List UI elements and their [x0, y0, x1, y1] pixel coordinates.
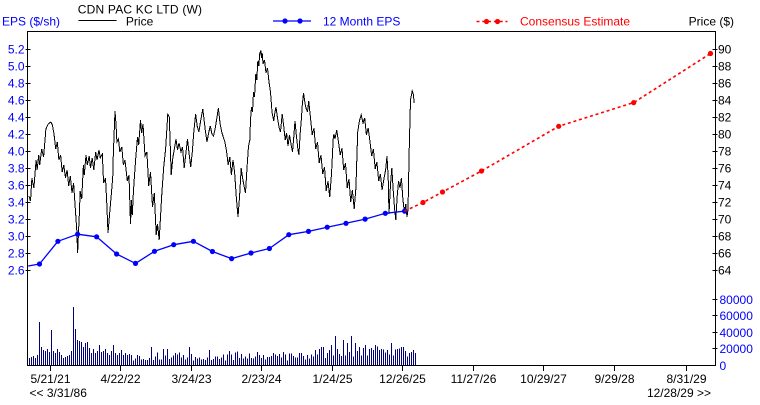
svg-text:12/26/25: 12/26/25: [379, 372, 426, 386]
svg-text:Price: Price: [126, 14, 154, 28]
svg-text:4.0: 4.0: [8, 144, 25, 158]
svg-text:72: 72: [718, 195, 732, 209]
svg-text:76: 76: [718, 161, 732, 175]
svg-text:11/27/26: 11/27/26: [451, 372, 497, 386]
svg-text:2/23/24: 2/23/24: [241, 372, 281, 386]
svg-text:60000: 60000: [720, 309, 754, 323]
svg-text:3.0: 3.0: [8, 229, 25, 243]
svg-text:5.2: 5.2: [8, 42, 25, 56]
svg-text:EPS ($/sh): EPS ($/sh): [2, 14, 60, 28]
svg-text:8/31/29: 8/31/29: [666, 372, 706, 386]
svg-text:2.8: 2.8: [8, 246, 25, 260]
svg-text:4/22/22: 4/22/22: [100, 372, 140, 386]
svg-text:40000: 40000: [720, 326, 754, 340]
svg-text:3.4: 3.4: [8, 195, 25, 209]
svg-text:<< 3/31/86: << 3/31/86: [30, 386, 88, 400]
svg-text:3.8: 3.8: [8, 161, 25, 175]
svg-text:3.2: 3.2: [8, 212, 25, 226]
svg-text:5/21/21: 5/21/21: [30, 372, 70, 386]
svg-text:86: 86: [718, 76, 732, 90]
svg-text:80000: 80000: [720, 293, 754, 307]
svg-text:1/24/25: 1/24/25: [312, 372, 352, 386]
svg-text:12/28/29 >>: 12/28/29 >>: [647, 386, 711, 400]
svg-text:4.8: 4.8: [8, 76, 25, 90]
svg-text:82: 82: [718, 110, 732, 124]
svg-text:4.4: 4.4: [8, 110, 25, 124]
svg-text:2.6: 2.6: [8, 263, 25, 277]
svg-text:0: 0: [720, 359, 727, 373]
svg-text:64: 64: [718, 263, 732, 277]
svg-text:4.2: 4.2: [8, 127, 25, 141]
svg-text:12 Month EPS: 12 Month EPS: [323, 14, 400, 28]
svg-text:3/24/23: 3/24/23: [171, 372, 211, 386]
svg-text:80: 80: [718, 127, 732, 141]
svg-text:70: 70: [718, 212, 732, 226]
svg-text:10/29/27: 10/29/27: [520, 372, 567, 386]
svg-text:9/29/28: 9/29/28: [594, 372, 634, 386]
svg-text:66: 66: [718, 246, 732, 260]
svg-text:68: 68: [718, 229, 732, 243]
svg-text:CDN PAC KC LTD (W): CDN PAC KC LTD (W): [78, 2, 203, 16]
svg-text:84: 84: [718, 93, 732, 107]
svg-text:Price ($): Price ($): [689, 14, 734, 28]
svg-text:20000: 20000: [720, 342, 754, 356]
svg-text:78: 78: [718, 144, 732, 158]
svg-text:74: 74: [718, 178, 732, 192]
svg-text:Consensus Estimate: Consensus Estimate: [520, 14, 630, 28]
svg-text:3.6: 3.6: [8, 178, 25, 192]
svg-text:5.0: 5.0: [8, 59, 25, 73]
svg-text:90: 90: [718, 42, 732, 56]
svg-text:4.6: 4.6: [8, 93, 25, 107]
svg-text:88: 88: [718, 59, 732, 73]
